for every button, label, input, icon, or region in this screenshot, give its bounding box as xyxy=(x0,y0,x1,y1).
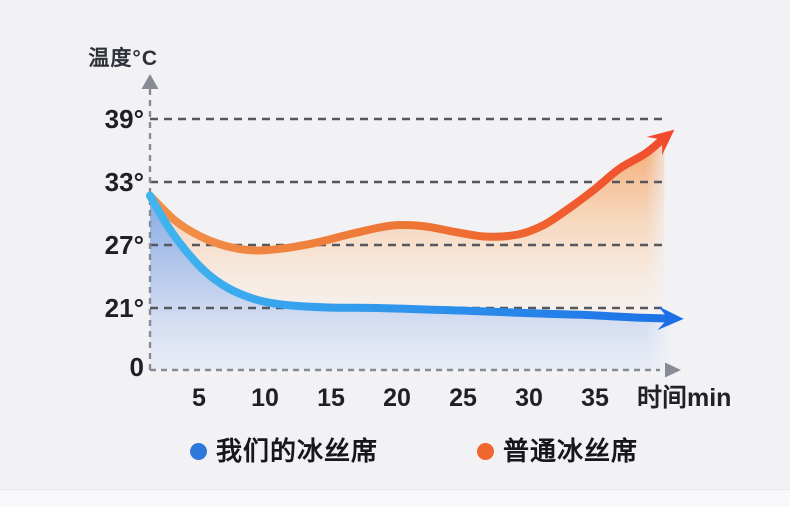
x-tick-20: 20 xyxy=(383,384,411,412)
x-tick-5: 5 xyxy=(192,384,206,412)
axes xyxy=(141,74,681,378)
x-axis-arrow-icon xyxy=(665,362,681,378)
x-tick-35: 35 xyxy=(581,384,609,412)
legend-label-ordinary: 普通冰丝席 xyxy=(503,436,639,466)
x-tick-25: 25 xyxy=(449,384,477,412)
curve-ours xyxy=(146,191,675,323)
y-tick-33: 33° xyxy=(104,167,144,197)
area-ours xyxy=(150,195,671,370)
curve-ordinary xyxy=(146,133,669,255)
arrowhead-ours-icon xyxy=(657,306,684,331)
legend-dot-ordinary-icon xyxy=(477,442,494,460)
legend-item-ordinary: 普通冰丝席 xyxy=(477,437,638,465)
legend-item-ours: 我们的冰丝席 xyxy=(190,437,378,465)
x-tick-10: 10 xyxy=(251,384,279,412)
arrowhead-ordinary-icon xyxy=(646,129,675,156)
legend-dot-ours-icon xyxy=(190,442,207,460)
page-bottom-divider xyxy=(0,489,790,507)
y-tick-27: 27° xyxy=(104,230,144,260)
x-tick-15: 15 xyxy=(317,384,345,412)
y-axis-arrow-icon xyxy=(141,74,159,89)
fill-areas xyxy=(150,137,671,370)
y-tick-39: 39° xyxy=(104,104,144,134)
y-axis-title: 温度°C xyxy=(88,47,158,70)
x-tick-30: 30 xyxy=(515,384,543,412)
legend-label-ours: 我们的冰丝席 xyxy=(216,436,379,466)
x-axis-title: 时间min xyxy=(637,384,732,412)
y-tick-0: 0 xyxy=(129,352,144,382)
y-tick-21: 21° xyxy=(104,293,144,323)
